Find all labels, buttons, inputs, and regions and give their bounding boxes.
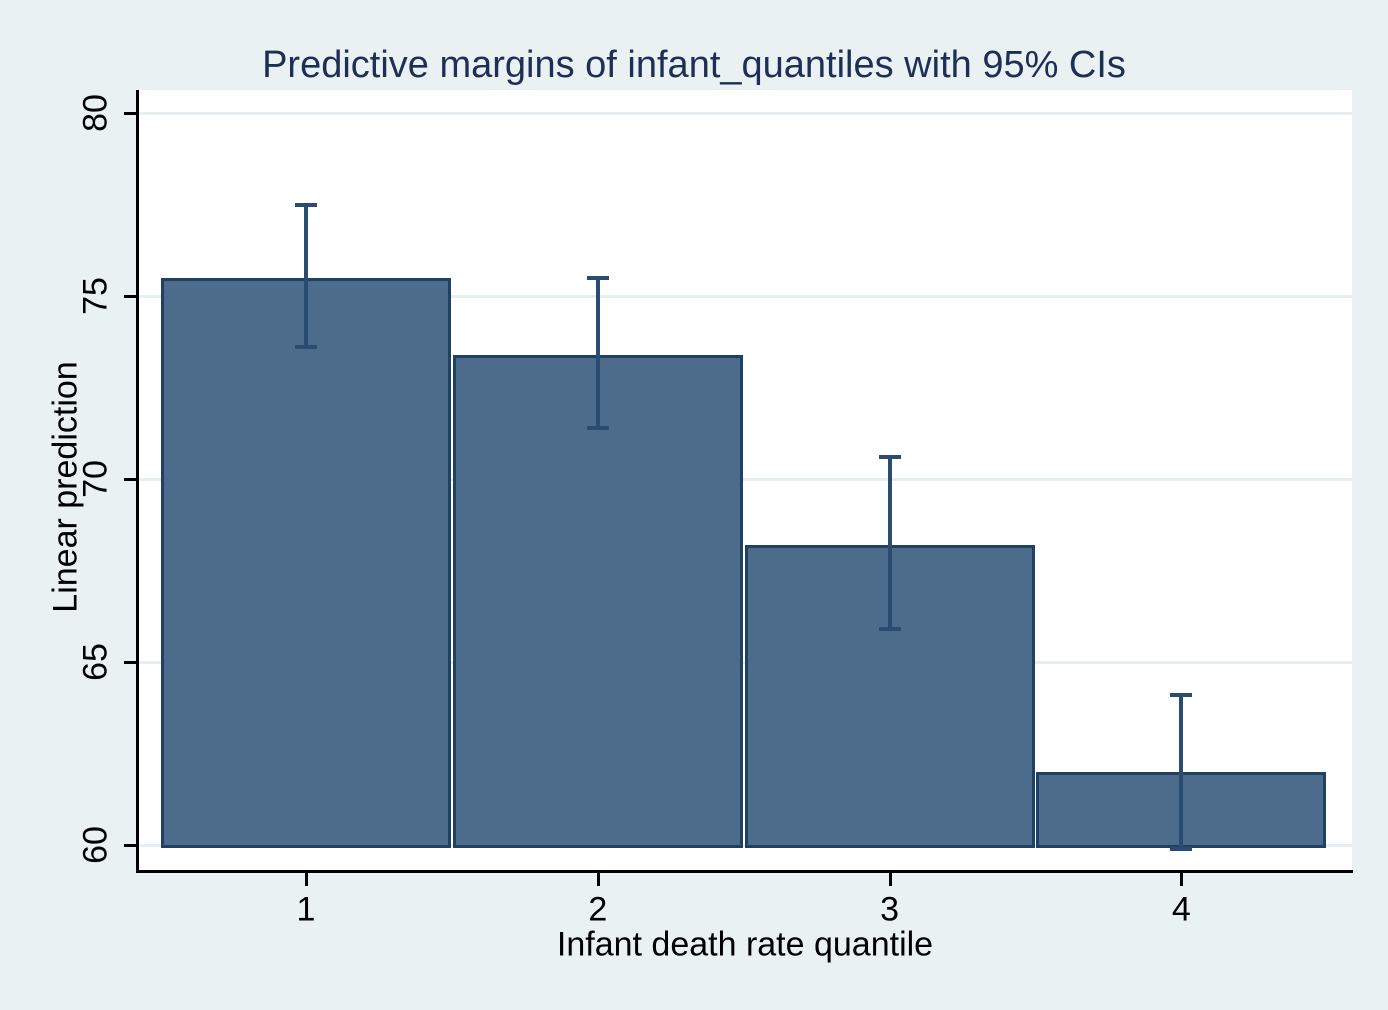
x-tick-label-2: 2	[588, 890, 608, 929]
gridline-y-75	[138, 295, 1352, 298]
x-tick-3	[888, 873, 892, 886]
x-tick-label-1: 1	[296, 890, 316, 929]
y-tick-label-60: 60	[76, 826, 115, 864]
chart-title: Predictive margins of infant_quantiles w…	[262, 44, 1126, 86]
x-tick-2	[596, 873, 600, 886]
y-tick-75	[124, 295, 136, 298]
y-tick-label-70: 70	[76, 460, 115, 498]
plot-area	[138, 90, 1352, 872]
y-tick-65	[124, 661, 136, 664]
gridline-y-70	[138, 478, 1352, 481]
ci-upper-cap-quantile-3	[878, 455, 901, 460]
y-tick-label-65: 65	[76, 643, 115, 681]
y-tick-80	[124, 112, 136, 115]
ci-lower-cap-quantile-2	[586, 425, 609, 430]
y-tick-label-80: 80	[76, 94, 115, 132]
ci-stem-quantile-1	[304, 204, 308, 348]
y-tick-60	[124, 844, 136, 847]
ci-stem-quantile-3	[887, 457, 892, 630]
x-tick-1	[305, 873, 308, 886]
ci-stem-quantile-4	[1179, 694, 1184, 849]
bar-quantile-1	[161, 277, 451, 848]
x-tick-4	[1180, 873, 1184, 886]
y-axis-line	[136, 90, 139, 872]
x-axis-line	[136, 870, 1353, 873]
y-tick-70	[124, 478, 136, 481]
ci-stem-quantile-2	[595, 277, 600, 428]
ci-lower-cap-quantile-3	[878, 627, 901, 632]
ci-lower-cap-quantile-4	[1170, 846, 1193, 851]
ci-upper-cap-quantile-2	[586, 275, 609, 280]
bar-quantile-2	[452, 354, 743, 848]
y-tick-label-75: 75	[76, 277, 115, 315]
ci-upper-cap-quantile-4	[1170, 692, 1193, 697]
gridline-y-80	[138, 112, 1352, 115]
ci-lower-cap-quantile-1	[295, 345, 317, 350]
x-tick-label-4: 4	[1171, 890, 1191, 929]
x-axis-label: Infant death rate quantile	[556, 925, 934, 964]
x-tick-label-3: 3	[880, 890, 900, 929]
ci-upper-cap-quantile-1	[295, 202, 317, 207]
